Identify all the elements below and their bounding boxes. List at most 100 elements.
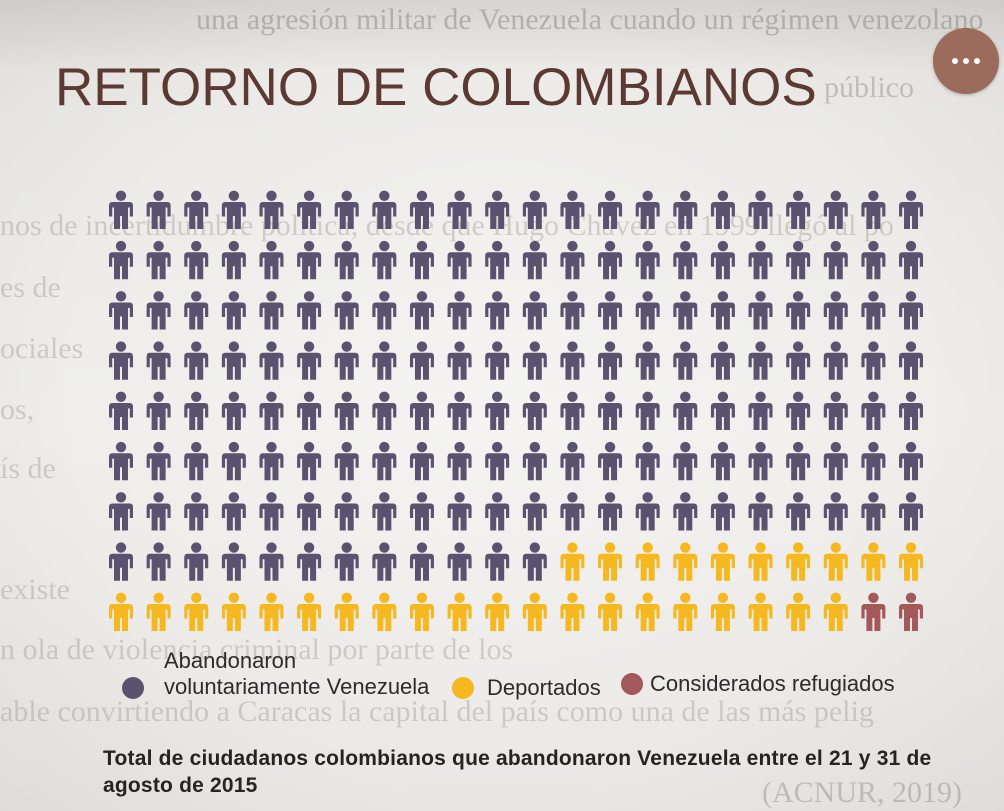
person-body	[861, 252, 886, 280]
person-head	[567, 592, 578, 603]
person-head	[228, 190, 240, 201]
person-head	[115, 592, 127, 603]
person-body	[334, 453, 359, 481]
person-body	[372, 503, 397, 531]
person-icon-abandonaron	[522, 341, 547, 380]
person-body	[598, 302, 623, 330]
person-head	[830, 492, 841, 503]
person-body	[259, 403, 284, 430]
person-icon-abandonaron	[710, 240, 735, 280]
person-head	[115, 240, 127, 252]
person-icon-deportados	[485, 592, 510, 631]
person-head	[303, 441, 315, 453]
person-icon-deportados	[748, 542, 773, 581]
person-icon-abandonaron	[786, 341, 811, 380]
person-icon-abandonaron	[409, 441, 434, 481]
person-body	[786, 302, 811, 330]
person-body	[184, 553, 209, 581]
person-icon-deportados	[522, 592, 547, 631]
person-icon-abandonaron	[823, 291, 848, 330]
person-body	[372, 604, 397, 631]
person-icon-abandonaron	[673, 341, 698, 380]
person-icon-abandonaron	[522, 542, 547, 581]
person-head	[153, 291, 164, 302]
person-body	[748, 553, 773, 581]
person-icon-abandonaron	[447, 492, 472, 531]
person-icon-abandonaron	[447, 441, 472, 481]
person-body	[861, 604, 886, 631]
person-head	[567, 240, 578, 252]
person-head	[266, 240, 277, 252]
person-head	[529, 341, 541, 352]
person-icon-abandonaron	[522, 391, 547, 430]
person-icon-deportados	[146, 592, 171, 631]
person-body	[334, 302, 359, 330]
person-icon-abandonaron	[485, 291, 510, 330]
person-head	[303, 291, 315, 302]
person-body	[447, 503, 472, 531]
person-body	[673, 503, 698, 531]
person-icon-abandonaron	[259, 542, 284, 581]
person-head	[529, 592, 541, 603]
person-head	[567, 190, 578, 201]
person-body	[710, 453, 735, 481]
person-body	[748, 252, 773, 280]
person-icon-deportados	[710, 542, 735, 581]
person-icon-abandonaron	[259, 291, 284, 330]
person-head	[341, 492, 352, 503]
person-head	[341, 542, 352, 553]
person-icon-abandonaron	[184, 542, 209, 581]
person-head	[228, 391, 240, 402]
person-icon-abandonaron	[748, 441, 773, 481]
chart-caption: Total de ciudadanos colombianos que aban…	[103, 747, 932, 797]
person-body	[673, 403, 698, 430]
person-body	[823, 553, 848, 581]
person-head	[416, 441, 428, 453]
person-body	[522, 604, 547, 631]
person-head	[115, 341, 127, 352]
person-icon-abandonaron	[372, 240, 397, 280]
person-body	[861, 553, 886, 581]
person-head	[115, 492, 127, 503]
person-body	[598, 503, 623, 531]
person-head	[868, 391, 879, 402]
more-options-button[interactable]	[933, 28, 999, 94]
legend-label-abandonaron: Abandonaron voluntariamente Venezuela	[164, 648, 430, 699]
person-body	[522, 302, 547, 330]
person-body	[221, 403, 246, 430]
person-head	[379, 190, 390, 201]
person-head	[529, 291, 541, 302]
person-head	[416, 391, 428, 402]
person-body	[146, 503, 171, 531]
person-head	[153, 190, 164, 201]
person-icon-deportados	[334, 592, 359, 631]
person-body	[560, 453, 585, 481]
person-icon-abandonaron	[522, 441, 547, 481]
person-head	[830, 592, 841, 603]
person-icon-abandonaron	[522, 190, 547, 229]
person-icon-abandonaron	[823, 240, 848, 280]
background-text-line: una agresión militar de Venezuela cuando…	[196, 3, 984, 36]
person-body	[673, 604, 698, 631]
person-head	[680, 291, 691, 302]
person-head	[266, 190, 277, 201]
person-head	[567, 492, 578, 503]
person-icon-deportados	[560, 542, 585, 581]
person-icon-abandonaron	[372, 291, 397, 330]
person-icon-abandonaron	[710, 492, 735, 531]
person-icon-abandonaron	[748, 341, 773, 380]
person-head	[266, 441, 277, 453]
person-body	[598, 453, 623, 481]
person-body	[372, 202, 397, 229]
person-body	[899, 252, 924, 280]
person-body	[409, 553, 434, 581]
person-body	[560, 352, 585, 380]
person-body	[447, 202, 472, 229]
person-body	[485, 403, 510, 430]
person-icon-abandonaron	[823, 441, 848, 481]
person-icon-abandonaron	[334, 542, 359, 581]
person-icon-abandonaron	[899, 391, 924, 430]
person-icon-abandonaron	[673, 190, 698, 229]
person-body	[485, 453, 510, 481]
person-icon-abandonaron	[372, 341, 397, 380]
